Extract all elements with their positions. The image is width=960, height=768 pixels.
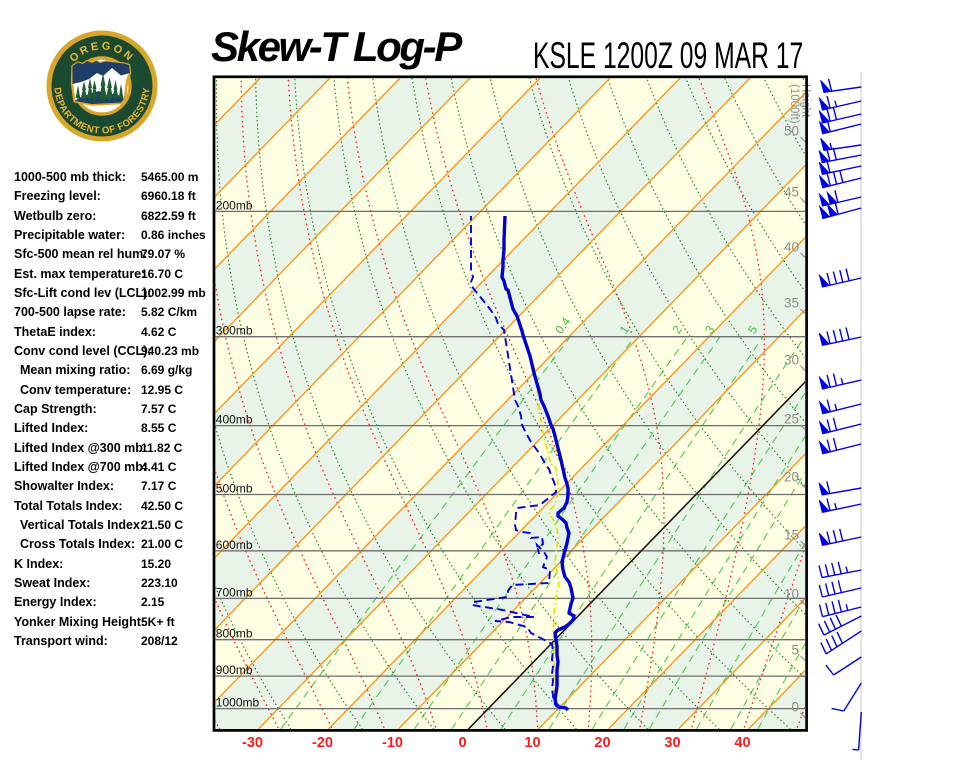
svg-text:40: 40 xyxy=(734,735,750,751)
svg-text:600mb: 600mb xyxy=(216,538,253,552)
svg-text:20: 20 xyxy=(784,470,799,485)
svg-text:15: 15 xyxy=(784,528,799,543)
svg-text:35: 35 xyxy=(784,296,799,311)
svg-text:45: 45 xyxy=(784,185,799,200)
svg-text:0: 0 xyxy=(791,700,799,715)
svg-text:400mb: 400mb xyxy=(216,413,253,427)
svg-text:-20: -20 xyxy=(312,735,333,751)
svg-text:40: 40 xyxy=(784,240,799,255)
svg-text:20: 20 xyxy=(594,735,610,751)
svg-text:1000mb: 1000mb xyxy=(216,696,260,710)
svg-text:300mb: 300mb xyxy=(216,324,253,338)
svg-text:700mb: 700mb xyxy=(216,585,253,599)
svg-text:10: 10 xyxy=(524,735,540,751)
svg-text:25: 25 xyxy=(784,412,799,427)
svg-text:50: 50 xyxy=(784,124,799,139)
svg-text:-10: -10 xyxy=(382,735,403,751)
svg-text:500mb: 500mb xyxy=(216,482,253,496)
svg-text:800mb: 800mb xyxy=(216,627,253,641)
svg-text:30: 30 xyxy=(664,735,680,751)
svg-text:30: 30 xyxy=(784,353,799,368)
svg-text:10: 10 xyxy=(784,587,799,602)
svg-text:0: 0 xyxy=(458,735,466,751)
svg-text:-30: -30 xyxy=(242,735,263,751)
svg-text:900mb: 900mb xyxy=(216,663,253,677)
svg-text:(1000ft): (1000ft) xyxy=(788,84,800,124)
svg-text:200mb: 200mb xyxy=(216,198,253,212)
svg-text:5: 5 xyxy=(791,643,799,658)
